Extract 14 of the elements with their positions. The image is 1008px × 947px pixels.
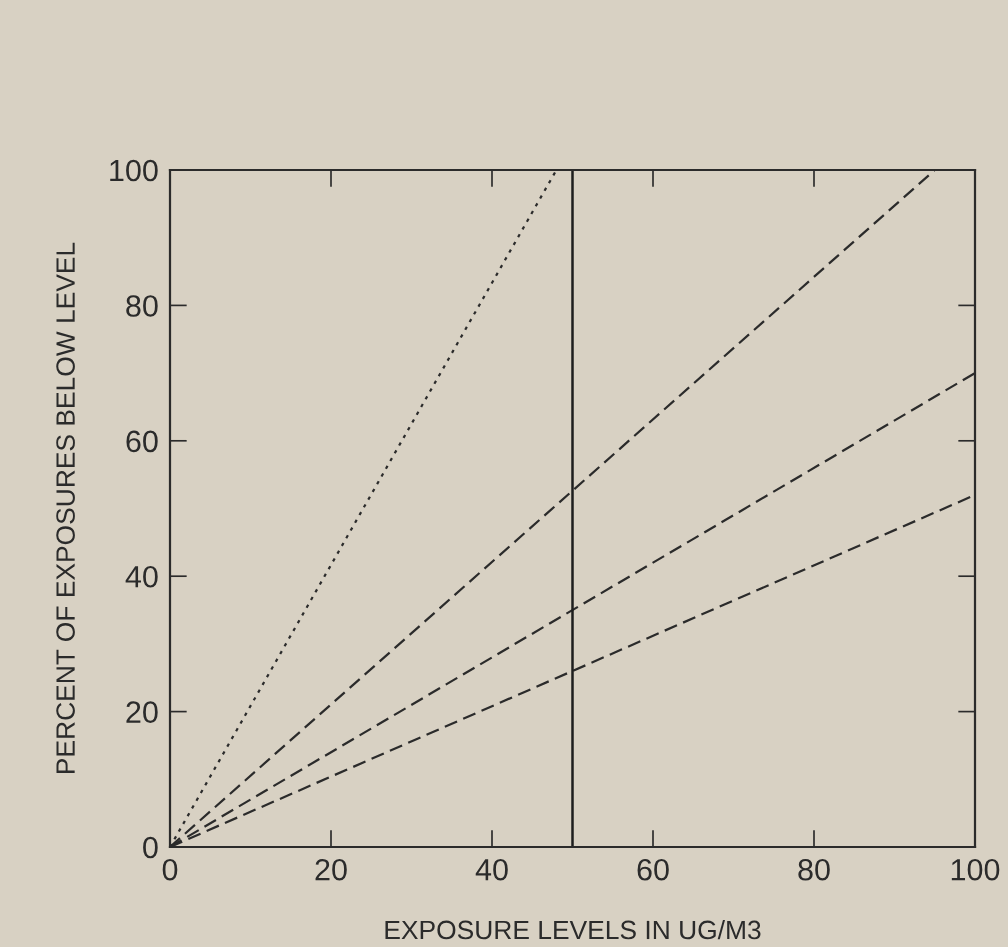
y-axis-title: PERCENT OF EXPOSURES BELOW LEVEL — [56, 242, 75, 773]
x-tick-label: 40 — [475, 858, 508, 881]
x-axis-title: EXPOSURE LEVELS IN UG/M3 — [385, 919, 761, 940]
x-tick-label: 60 — [637, 858, 669, 881]
x-tick-label: 100 — [951, 858, 1000, 881]
x-tick-label: 0 — [162, 858, 178, 881]
x-tick-label: 20 — [315, 858, 347, 881]
y-tick-label: 60 — [126, 430, 158, 453]
y-tick-label: 80 — [126, 295, 158, 317]
y-tick-label: 0 — [143, 836, 158, 859]
y-tick-label: 20 — [126, 701, 158, 723]
x-tick-label: 80 — [798, 858, 830, 881]
y-tick-label: 100 — [110, 159, 158, 182]
y-tick-label: 40 — [125, 565, 158, 588]
